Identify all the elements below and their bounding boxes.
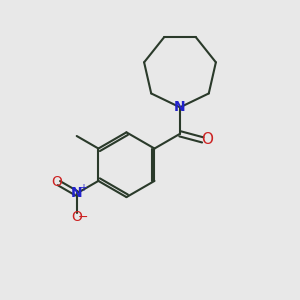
- Text: O: O: [51, 175, 62, 189]
- Text: −: −: [77, 211, 88, 224]
- Text: O: O: [71, 210, 82, 224]
- Text: N: N: [71, 186, 82, 200]
- Text: O: O: [201, 132, 213, 147]
- Text: +: +: [79, 183, 87, 193]
- Text: N: N: [174, 100, 186, 114]
